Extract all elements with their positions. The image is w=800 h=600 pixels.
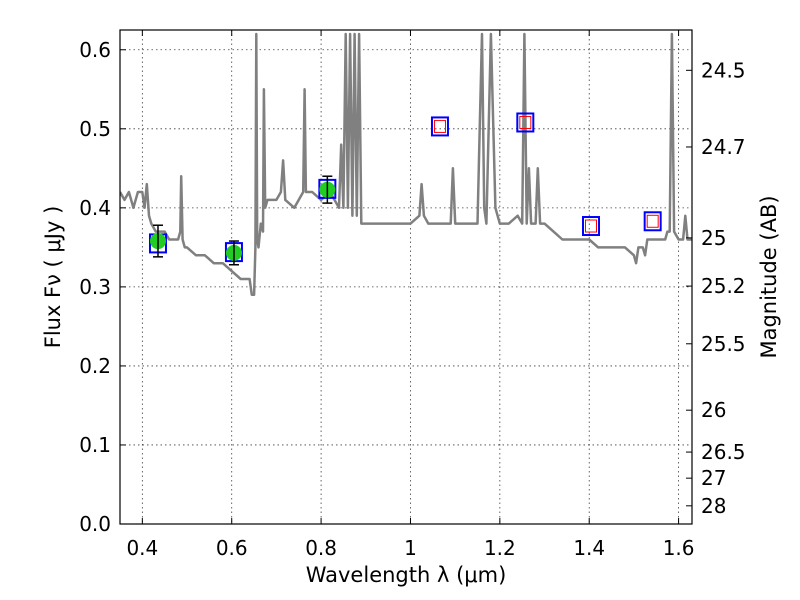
y-tick-label: 0.1 (79, 433, 111, 457)
x-tick-label: 1.2 (484, 536, 516, 560)
x-tick-label: 0.4 (126, 536, 158, 560)
model-spectrum-line (120, 32, 692, 297)
x-tick-label: 0.6 (216, 536, 248, 560)
y2-tick-label: 25.5 (701, 332, 746, 356)
y-tick-label: 0.6 (79, 38, 111, 62)
x-tick-label: 0.8 (305, 536, 337, 560)
band-box (643, 211, 662, 232)
y2-tick-label: 28 (701, 494, 726, 518)
band-box (582, 216, 601, 237)
y2-axis-title: Magnitude (AB) (757, 195, 781, 358)
y-tick-label: 0.2 (79, 354, 111, 378)
plot-frame (119, 29, 693, 525)
y-tick-label: 0.4 (79, 196, 111, 220)
y-axis: 0.0 0.1 0.2 0.3 0.4 0.5 0.6 (79, 38, 126, 536)
y2-tick-label: 25 (701, 226, 726, 250)
upper-limit-box (519, 115, 532, 129)
y2-tick-label: 24.7 (701, 135, 746, 159)
band-box (516, 112, 535, 133)
y2-tick-label: 25.2 (701, 274, 746, 298)
y2-tick-label: 26.5 (701, 440, 746, 464)
y-tick-label: 0.0 (79, 512, 111, 536)
band-box (430, 116, 449, 137)
y-tick-label: 0.5 (79, 117, 111, 141)
plot-background (120, 30, 692, 524)
x-tick-label: 1 (404, 536, 417, 560)
y2-tick-label: 27 (701, 466, 726, 490)
upper-limit-box (433, 119, 446, 133)
x-axis-title: Wavelength λ (μm) (306, 563, 507, 587)
y-axis-title: Flux Fν ( μJy ) (41, 206, 65, 349)
y-tick-label: 0.3 (79, 275, 111, 299)
observed-points (149, 175, 336, 266)
upper-limit-box (646, 214, 659, 228)
x-axis: 0.4 0.6 0.8 1 1.2 1.4 1.6 (126, 30, 695, 560)
model-spectrum (120, 32, 692, 297)
y2-axis: 24.5 24.7 25 25.2 25.5 26 26.527 28 (686, 58, 746, 518)
x-tick-label: 1.6 (663, 536, 695, 560)
y2-tick-label: 26 (701, 398, 726, 422)
band-markers (148, 112, 662, 263)
upper-limit-box (585, 219, 598, 233)
x-tick-label: 1.4 (573, 536, 605, 560)
y2-tick-label: 24.5 (701, 58, 746, 82)
